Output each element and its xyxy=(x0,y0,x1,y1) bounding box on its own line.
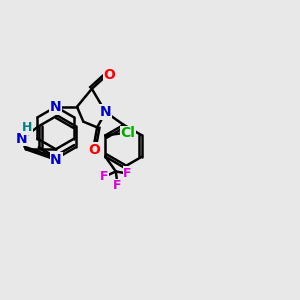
Text: F: F xyxy=(113,179,122,192)
Text: O: O xyxy=(88,143,100,157)
Text: O: O xyxy=(103,68,116,82)
Text: N: N xyxy=(16,132,28,145)
Text: H: H xyxy=(22,121,32,134)
Text: N: N xyxy=(100,105,111,119)
Text: F: F xyxy=(123,167,132,180)
Text: N: N xyxy=(50,153,62,167)
Text: Cl: Cl xyxy=(120,126,135,140)
Text: F: F xyxy=(100,170,109,183)
Text: N: N xyxy=(50,100,61,114)
